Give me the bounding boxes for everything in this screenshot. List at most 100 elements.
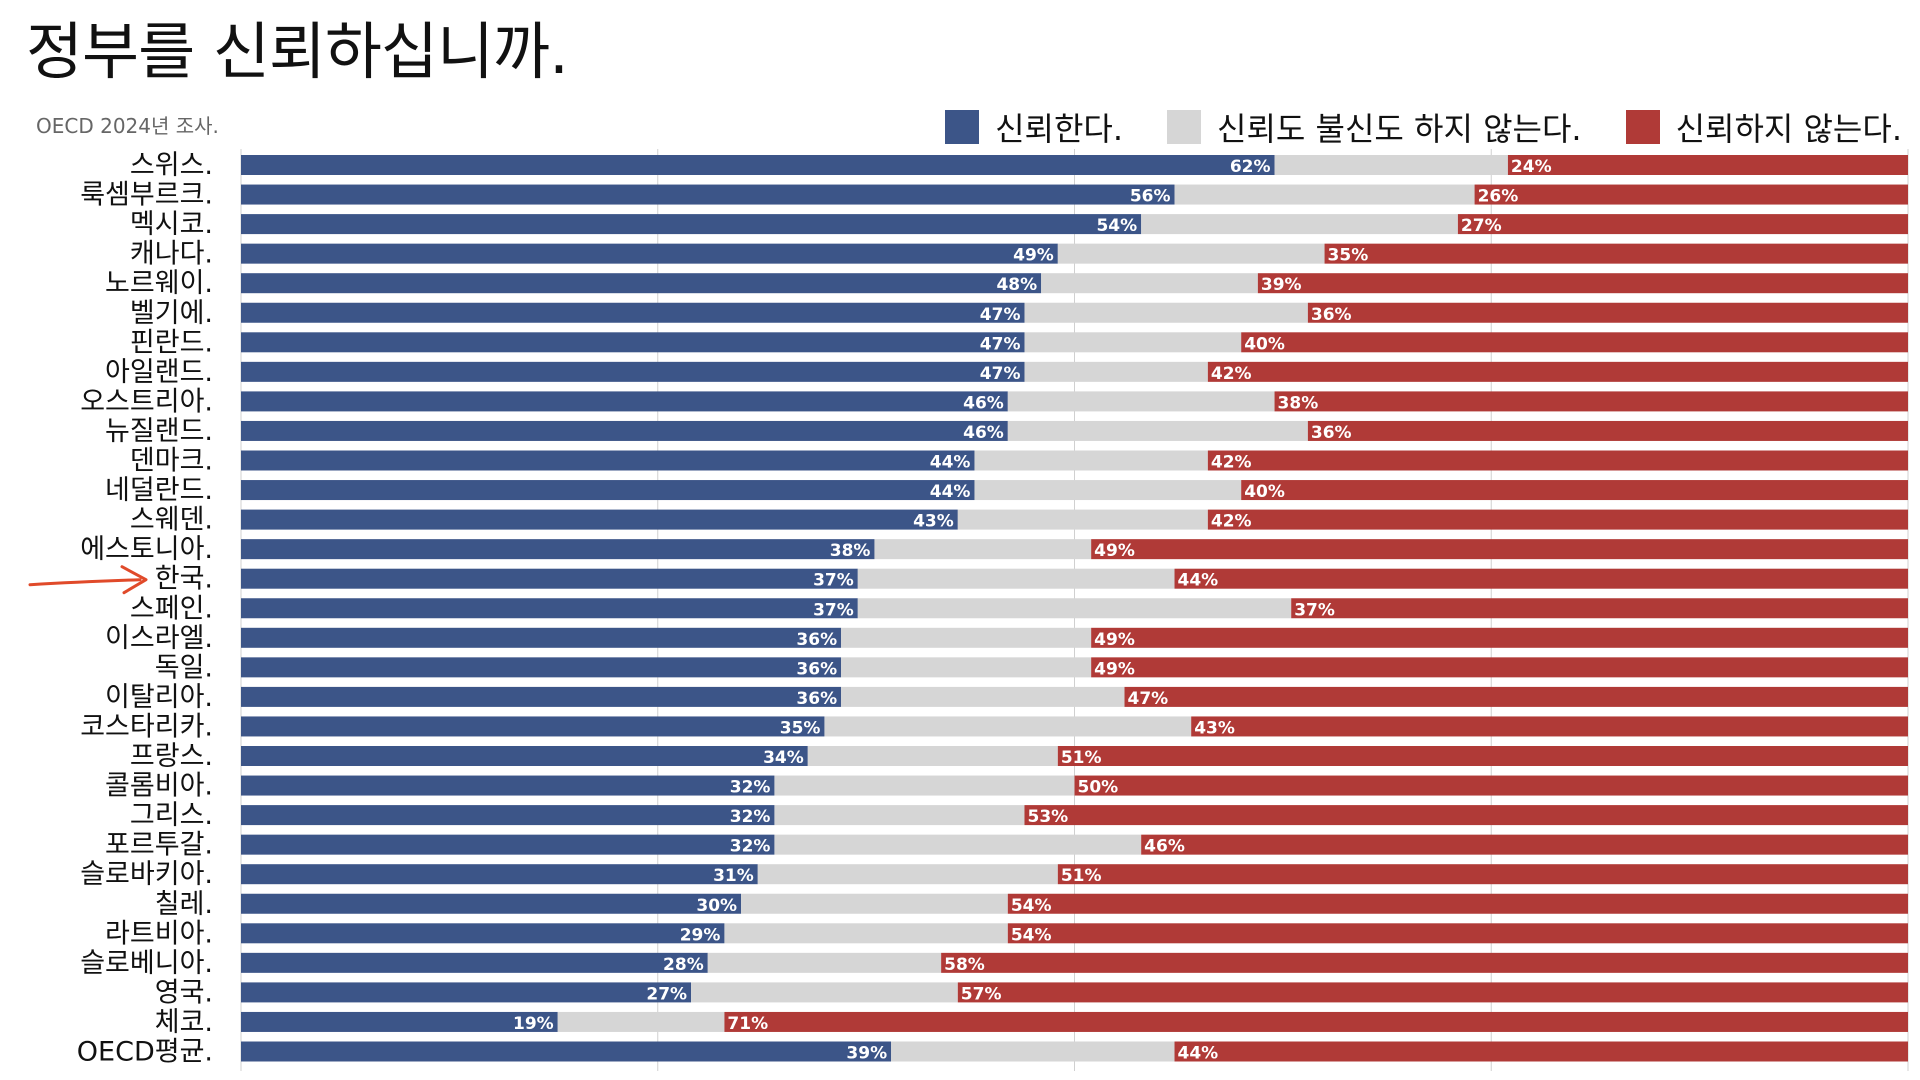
bar-trust — [241, 952, 708, 973]
legend-swatch-trust — [945, 110, 980, 144]
category-label: 칠레. — [155, 889, 213, 920]
bar-trust — [241, 805, 775, 826]
value-label-trust: 36% — [796, 630, 837, 650]
bar-neutral — [1024, 302, 1308, 323]
highlight-arrow-icon — [28, 565, 148, 595]
legend-swatch-distrust — [1625, 110, 1660, 144]
value-label-trust: 54% — [1096, 216, 1137, 236]
value-label-distrust: 49% — [1094, 630, 1135, 650]
bar-neutral — [857, 568, 1175, 589]
value-label-distrust: 53% — [1027, 807, 1068, 827]
value-label-trust: 44% — [930, 453, 971, 473]
bar-distrust — [1141, 834, 1908, 855]
value-label-distrust: 49% — [1094, 659, 1135, 679]
value-label-distrust: 49% — [1094, 541, 1135, 561]
bar-distrust — [1241, 480, 1908, 501]
legend-label-neutral: 신뢰도 불신도 하지 않는다. — [1217, 110, 1582, 148]
bar-neutral — [841, 657, 1092, 678]
value-label-trust: 56% — [1130, 187, 1171, 207]
value-label-trust: 39% — [846, 1044, 887, 1064]
bar-neutral — [724, 923, 1008, 944]
bar-neutral — [841, 686, 1125, 707]
category-label: 체코. — [155, 1007, 213, 1038]
bar-neutral — [557, 1011, 725, 1032]
category-label: 캐나다. — [130, 239, 213, 270]
bar-distrust — [1174, 568, 1908, 589]
value-label-distrust: 50% — [1078, 778, 1119, 798]
category-label: 포르투갈. — [105, 830, 213, 861]
category-label: 에스토니아. — [80, 534, 213, 565]
category-label: 멕시코. — [130, 209, 213, 240]
value-label-distrust: 37% — [1294, 600, 1335, 620]
bar-trust — [241, 391, 1008, 412]
value-label-trust: 36% — [796, 689, 837, 709]
bar-distrust — [1174, 1041, 1908, 1062]
value-label-distrust: 24% — [1511, 157, 1552, 177]
category-label: 스위스. — [130, 150, 213, 181]
category-label: 이스라엘. — [105, 623, 213, 654]
bar-distrust — [1291, 598, 1908, 619]
bar-neutral — [774, 834, 1142, 855]
value-label-distrust: 42% — [1211, 512, 1252, 532]
bar-trust — [241, 302, 1025, 323]
bar-neutral — [841, 627, 1092, 648]
chart-category-labels: 스위스.룩셈부르크.멕시코.캐나다.노르웨이.벨기에.핀란드.아일랜드.오스트리… — [77, 150, 213, 1068]
bar-neutral — [974, 480, 1242, 501]
value-label-distrust: 27% — [1461, 216, 1502, 236]
bar-neutral — [774, 805, 1025, 826]
bar-trust — [241, 716, 825, 737]
bar-distrust — [1007, 923, 1908, 944]
category-label: 슬로베니아. — [80, 948, 213, 979]
bar-trust — [241, 420, 1008, 441]
category-label: 핀란드. — [130, 327, 213, 358]
bar-neutral — [1057, 243, 1325, 264]
category-label: 네덜란드. — [105, 475, 213, 506]
category-label: 영국. — [155, 977, 213, 1008]
legend-item-distrust: 신뢰하지 않는다. — [1625, 104, 1902, 150]
chart-title: 정부를 신뢰하십니까. — [26, 15, 569, 88]
category-label: 그리스. — [130, 800, 213, 831]
value-label-trust: 46% — [963, 423, 1004, 443]
bar-trust — [241, 893, 742, 914]
bar-neutral — [1024, 332, 1242, 353]
bar-distrust — [1307, 420, 1908, 441]
value-label-distrust: 38% — [1278, 393, 1319, 413]
category-label: 슬로바키아. — [80, 859, 213, 890]
bar-trust — [241, 155, 1275, 175]
arrow-shaft — [28, 578, 142, 587]
bar-neutral — [1041, 273, 1258, 294]
value-label-trust: 32% — [730, 778, 771, 798]
bar-trust — [241, 1041, 892, 1062]
value-label-trust: 29% — [680, 925, 721, 945]
bar-neutral — [824, 716, 1192, 737]
bar-distrust — [1091, 539, 1908, 560]
value-label-trust: 35% — [780, 718, 821, 738]
value-label-distrust: 42% — [1211, 453, 1252, 473]
legend-label-trust: 신뢰한다. — [995, 110, 1124, 148]
legend-item-trust: 신뢰한다. — [945, 104, 1123, 150]
category-label: 독일. — [155, 652, 213, 683]
bar-neutral — [1024, 361, 1208, 382]
value-label-trust: 38% — [830, 541, 871, 561]
value-label-distrust: 58% — [944, 955, 985, 975]
category-label: 콜롬비아. — [105, 771, 213, 802]
bar-trust — [241, 627, 842, 648]
bar-neutral — [974, 450, 1208, 471]
bar-distrust — [1307, 302, 1908, 323]
value-label-distrust: 39% — [1261, 275, 1302, 295]
bar-distrust — [724, 1011, 1909, 1032]
value-label-distrust: 57% — [961, 984, 1002, 1004]
bar-distrust — [1257, 273, 1908, 294]
chart-bars — [241, 155, 1909, 1062]
bar-trust — [241, 746, 808, 766]
bar-neutral — [1007, 420, 1308, 441]
bar-neutral — [1007, 391, 1275, 412]
bar-neutral — [707, 952, 942, 973]
value-label-trust: 47% — [980, 364, 1021, 384]
bar-trust — [241, 834, 775, 855]
value-label-distrust: 43% — [1194, 718, 1235, 738]
bar-distrust — [1207, 450, 1908, 471]
category-label: 스웨덴. — [130, 505, 213, 536]
value-label-trust: 44% — [930, 482, 971, 502]
